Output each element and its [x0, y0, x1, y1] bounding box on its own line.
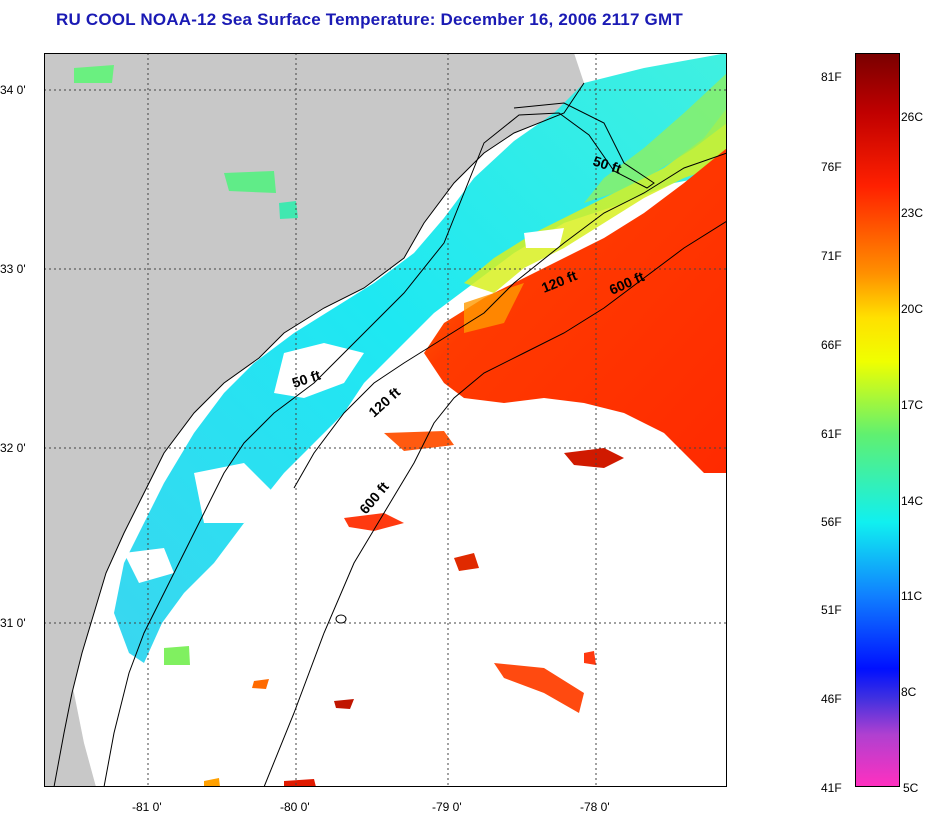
- cb-c-14: 14C: [901, 494, 924, 508]
- warm-patch: [584, 651, 596, 665]
- cb-f-56: 56F: [821, 515, 842, 529]
- warm-patch: [334, 699, 354, 709]
- cb-f-46: 46F: [821, 692, 842, 706]
- contour-50ft: [103, 102, 655, 788]
- cold-shelf-water: [114, 53, 727, 663]
- cb-c-8: 8C: [901, 685, 917, 699]
- cb-c-11: 11C: [901, 589, 923, 603]
- cloud-gap: [524, 228, 564, 248]
- warm-patch: [564, 448, 624, 468]
- warm-patch: [384, 431, 454, 451]
- land-mass: [44, 53, 584, 787]
- data-patch: [279, 201, 298, 219]
- cb-c-20: 20C: [901, 302, 924, 316]
- contour-120ft: [293, 152, 728, 489]
- lat-label-33: 33 0': [0, 262, 26, 276]
- warm-patch: [344, 513, 404, 531]
- cb-c-23: 23C: [901, 206, 924, 220]
- sst-map-canvas: 50 ft 50 ft 120 ft 120 ft 600 ft 600 ft: [44, 53, 728, 788]
- map-frame: [44, 53, 727, 787]
- lon-label-80: -80 0': [280, 800, 310, 814]
- cb-f-71: 71F: [821, 249, 842, 263]
- cloud-gap: [194, 463, 274, 523]
- lat-label-34: 34 0': [0, 83, 26, 97]
- lon-label-81: -81 0': [132, 800, 162, 814]
- cb-f-81: 81F: [821, 70, 842, 84]
- warm-orange-patch: [464, 283, 524, 333]
- lon-label-79: -79 0': [432, 800, 462, 814]
- contour-600ft: [263, 220, 728, 788]
- data-patch: [224, 171, 276, 193]
- graticule: [44, 53, 727, 787]
- lat-label-31: 31 0': [0, 616, 26, 630]
- warm-patch: [494, 663, 584, 713]
- warm-patch: [454, 553, 479, 571]
- data-patch: [74, 65, 114, 83]
- cb-f-41: 41F: [821, 781, 842, 795]
- lat-label-32: 32 0': [0, 441, 26, 455]
- cb-f-66: 66F: [821, 338, 842, 352]
- cb-c-26: 26C: [901, 110, 924, 124]
- land-lower-left: [44, 613, 96, 787]
- lon-label-78: -78 0': [580, 800, 610, 814]
- cb-f-61: 61F: [821, 427, 842, 441]
- cloud-gap: [124, 548, 174, 583]
- temperature-colorbar: [855, 53, 900, 787]
- cb-f-76: 76F: [821, 160, 842, 174]
- gulf-stream-warm-water: [424, 148, 727, 473]
- cb-c-5: 5C: [903, 781, 919, 795]
- colorbar-gradient: [856, 54, 899, 786]
- seamount-contour: [335, 614, 347, 624]
- data-patch: [164, 646, 190, 665]
- coastline: [53, 82, 585, 788]
- warm-patch: [204, 778, 220, 787]
- cb-f-51: 51F: [821, 603, 842, 617]
- warm-patch: [284, 779, 316, 787]
- green-band: [584, 73, 727, 203]
- sst-map[interactable]: 50 ft 50 ft 120 ft 120 ft 600 ft 600 ft: [44, 53, 728, 788]
- cb-c-17: 17C: [901, 398, 924, 412]
- warm-patch: [252, 679, 269, 689]
- map-title: RU COOL NOAA-12 Sea Surface Temperature:…: [56, 10, 683, 29]
